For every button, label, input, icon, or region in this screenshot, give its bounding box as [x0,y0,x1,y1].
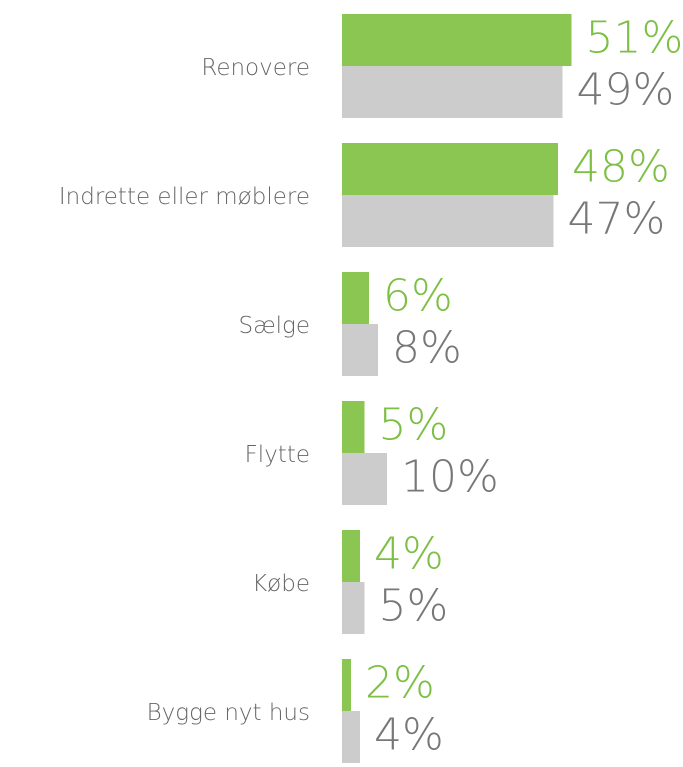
bar [342,582,365,634]
category-label: Flytte [245,442,310,468]
bar [342,659,351,711]
value-label: 5% [379,400,449,451]
category-label: Købe [252,571,310,597]
bar [342,530,360,582]
value-label: 2% [365,658,435,709]
bar [342,453,387,505]
value-label: 4% [374,710,444,761]
value-label: 49% [577,65,675,116]
value-label: 48% [572,142,670,193]
bar [342,324,378,376]
value-label: 5% [379,581,449,632]
bar [342,66,563,118]
bar [342,143,558,195]
value-label: 51% [586,13,683,64]
value-label: 8% [392,323,462,374]
bar [342,272,369,324]
value-label: 4% [374,529,444,580]
value-label: 47% [568,194,666,245]
bar [342,711,360,763]
bar [342,14,572,66]
category-label: Bygge nyt hus [147,700,310,726]
bar [342,195,554,247]
bar [342,401,365,453]
category-label: Sælge [238,313,310,339]
value-label: 6% [383,271,453,322]
category-label: Indrette eller møblere [59,184,310,210]
category-label: Renovere [201,55,310,81]
value-label: 10% [401,452,499,503]
